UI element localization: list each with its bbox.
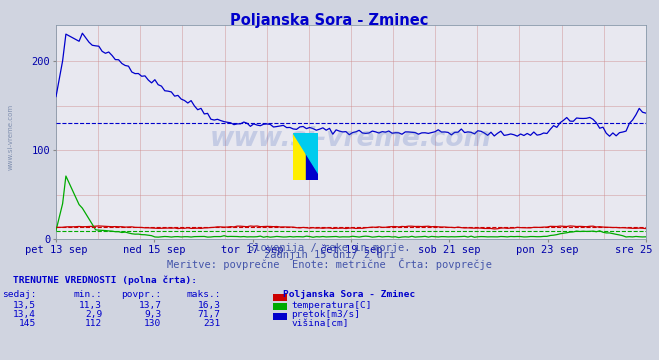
Text: www.si-vreme.com: www.si-vreme.com — [210, 126, 492, 152]
Text: 13,7: 13,7 — [138, 301, 161, 310]
Text: 2,9: 2,9 — [85, 310, 102, 319]
Text: maks.:: maks.: — [186, 290, 221, 299]
Text: 13,4: 13,4 — [13, 310, 36, 319]
Text: TRENUTNE VREDNOSTI (polna črta):: TRENUTNE VREDNOSTI (polna črta): — [13, 275, 197, 285]
Text: pretok[m3/s]: pretok[m3/s] — [291, 310, 360, 319]
Text: zadnjih 15 dni/ 2 uri: zadnjih 15 dni/ 2 uri — [264, 250, 395, 260]
Text: Poljanska Sora - Zminec: Poljanska Sora - Zminec — [230, 13, 429, 28]
Text: 13,5: 13,5 — [13, 301, 36, 310]
Text: 16,3: 16,3 — [198, 301, 221, 310]
Text: 231: 231 — [204, 319, 221, 328]
Text: 71,7: 71,7 — [198, 310, 221, 319]
Text: www.si-vreme.com: www.si-vreme.com — [8, 104, 14, 170]
Text: 145: 145 — [19, 319, 36, 328]
Text: 9,3: 9,3 — [144, 310, 161, 319]
Text: 130: 130 — [144, 319, 161, 328]
Text: Poljanska Sora - Zminec: Poljanska Sora - Zminec — [283, 290, 416, 299]
Text: višina[cm]: višina[cm] — [291, 319, 349, 328]
Text: 112: 112 — [85, 319, 102, 328]
Text: 11,3: 11,3 — [79, 301, 102, 310]
Text: min.:: min.: — [73, 290, 102, 299]
Text: temperatura[C]: temperatura[C] — [291, 301, 372, 310]
Bar — [293, 133, 306, 180]
Text: povpr.:: povpr.: — [121, 290, 161, 299]
Text: Meritve: povprečne  Enote: metrične  Črta: povprečje: Meritve: povprečne Enote: metrične Črta:… — [167, 258, 492, 270]
Text: sedaj:: sedaj: — [2, 290, 36, 299]
Text: Slovenija / reke in morje.: Slovenija / reke in morje. — [248, 243, 411, 253]
Polygon shape — [293, 133, 318, 173]
Bar — [306, 133, 318, 180]
